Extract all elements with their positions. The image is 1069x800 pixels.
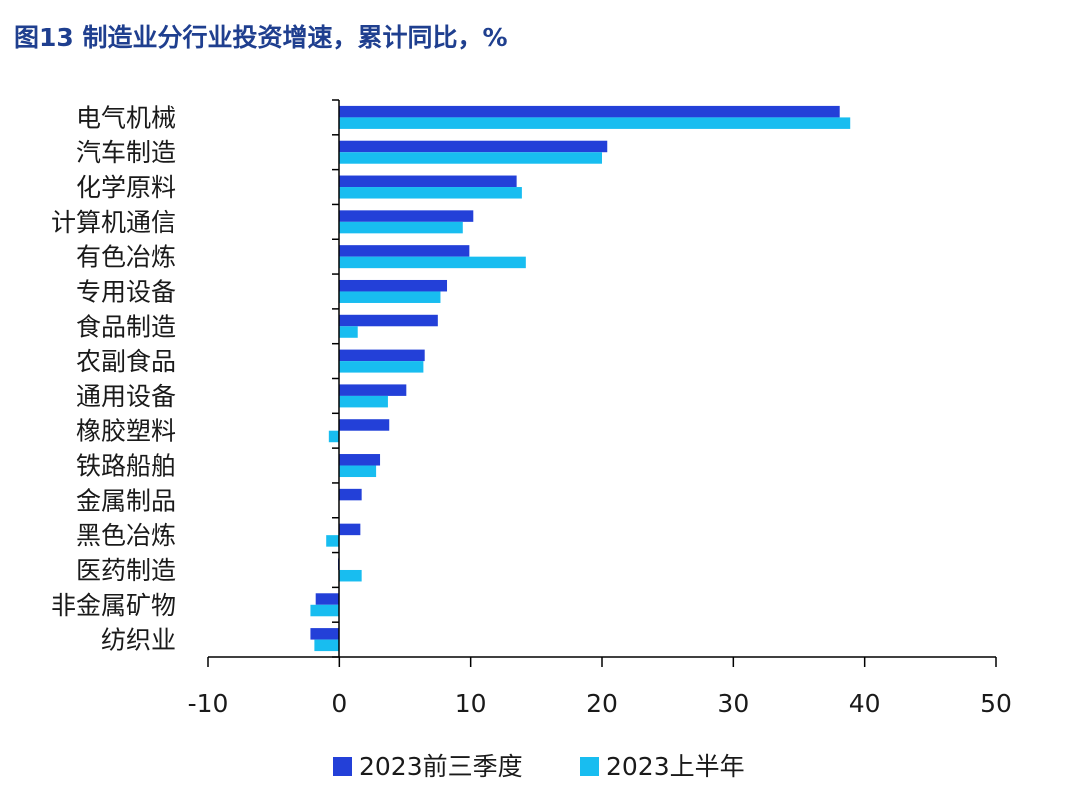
x-tick-label: 10 bbox=[455, 689, 487, 718]
category-label: 专用设备 bbox=[76, 277, 176, 306]
category-label: 铁路船舶 bbox=[76, 452, 176, 481]
x-tick-label: 30 bbox=[717, 689, 749, 718]
bar-series1 bbox=[315, 593, 340, 605]
x-tick-label: 20 bbox=[586, 689, 618, 718]
bar-series2 bbox=[310, 604, 340, 617]
bar-series1 bbox=[339, 210, 474, 222]
category-label: 橡胶塑料 bbox=[76, 417, 176, 446]
x-tick-label: 50 bbox=[980, 689, 1012, 718]
x-tick-label: -10 bbox=[188, 689, 229, 718]
bar-series2 bbox=[339, 221, 463, 234]
category-label: 食品制造 bbox=[76, 312, 176, 341]
category-label: 有色冶炼 bbox=[76, 243, 176, 272]
category-label: 计算机通信 bbox=[51, 208, 176, 237]
category-label: 汽车制造 bbox=[76, 138, 176, 167]
chart-title: 图13 制造业分行业投资增速，累计同比，% bbox=[14, 23, 508, 52]
x-tick-label: 40 bbox=[849, 689, 881, 718]
category-label: 金属制品 bbox=[76, 486, 176, 515]
bar-series1 bbox=[339, 245, 470, 257]
bar-series1 bbox=[339, 384, 407, 396]
legend-label: 2023上半年 bbox=[606, 752, 745, 781]
bar-series2 bbox=[339, 569, 362, 582]
category-labels: 电气机械汽车制造化学原料计算机通信有色冶炼专用设备食品制造农副食品通用设备橡胶塑… bbox=[51, 103, 176, 654]
bar-series2 bbox=[314, 639, 340, 652]
bar-series1 bbox=[310, 628, 340, 640]
bar-series2 bbox=[339, 117, 851, 129]
category-label: 黑色冶炼 bbox=[76, 521, 176, 550]
bar-series1 bbox=[339, 349, 425, 362]
bar-series2 bbox=[339, 395, 388, 408]
category-label: 通用设备 bbox=[76, 382, 176, 411]
bar-series2 bbox=[339, 152, 602, 164]
category-label: 纺织业 bbox=[101, 626, 176, 655]
x-tick-label: 0 bbox=[331, 689, 347, 718]
category-label: 农副食品 bbox=[76, 347, 176, 376]
bar-series2 bbox=[328, 430, 340, 443]
category-label: 电气机械 bbox=[76, 103, 176, 132]
bar-series1 bbox=[339, 175, 517, 188]
y-axis-ticks bbox=[332, 99, 339, 658]
x-axis-ticks: -10 0 10 20 30 40 50 bbox=[188, 657, 1012, 718]
category-label: 非金属矿物 bbox=[51, 591, 176, 620]
bar-series1 bbox=[339, 105, 840, 118]
bar-series2 bbox=[339, 465, 377, 478]
bars-group bbox=[310, 105, 851, 652]
legend-label: 2023前三季度 bbox=[359, 752, 523, 781]
bar-series1 bbox=[339, 454, 381, 466]
bar-series1 bbox=[339, 488, 362, 501]
bar-series1 bbox=[339, 419, 390, 431]
bar-series2 bbox=[326, 535, 340, 547]
bar-series2 bbox=[339, 187, 522, 199]
legend-swatch bbox=[333, 757, 352, 776]
legend: 2023前三季度 2023上半年 bbox=[333, 752, 745, 781]
bar-series2 bbox=[339, 326, 358, 338]
bar-series1 bbox=[339, 140, 608, 153]
bar-series2 bbox=[339, 291, 441, 303]
bar-series1 bbox=[339, 523, 361, 536]
bar-series1 bbox=[339, 279, 448, 292]
bar-series1 bbox=[339, 314, 438, 327]
bar-series2 bbox=[339, 256, 526, 269]
legend-swatch bbox=[580, 757, 599, 776]
bar-series2 bbox=[339, 361, 424, 373]
category-label: 医药制造 bbox=[76, 556, 176, 585]
category-label: 化学原料 bbox=[76, 173, 176, 202]
